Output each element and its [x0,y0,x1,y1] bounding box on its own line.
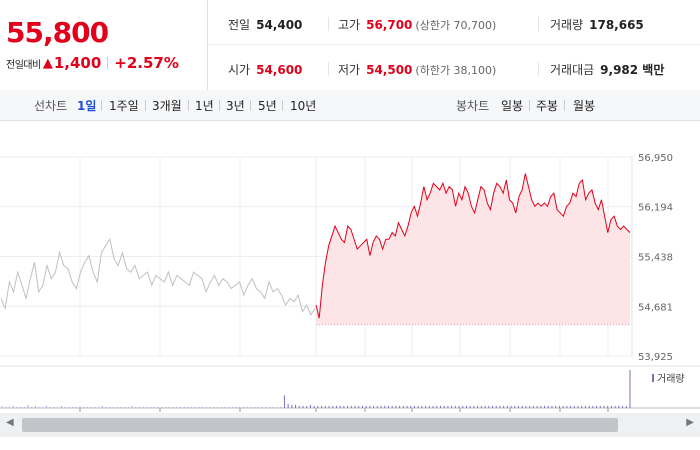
divider [328,62,329,76]
line-chart-label: 선차트 [34,99,68,113]
stat-volume: 거래량 178,665 [550,18,644,32]
scroll-left-icon[interactable]: ◀ [6,417,14,428]
y-tick-label: 55,438 [638,252,673,263]
divider [145,100,146,111]
divider [282,100,283,111]
y-tick-label: 54,681 [638,302,673,313]
scroll-right-icon[interactable]: ▶ [686,417,694,428]
stat-high: 고가 56,700 (상한가 70,700) [338,18,497,32]
divider [529,100,530,111]
tab-daily-candle[interactable]: 일봉 [501,99,524,113]
stat-prev-close: 전일 54,400 [228,18,303,32]
stat-open: 시가 54,600 [228,63,303,77]
tab-5y[interactable]: 5년 [258,99,277,113]
tab-3y[interactable]: 3년 [226,99,245,113]
tab-1y[interactable]: 1년 [195,99,214,113]
series-today-line [315,173,631,319]
divider [219,100,220,111]
divider [208,44,700,45]
volume-legend-label: 거래량 [657,373,685,385]
price-change: 전일대비 ▲ 1,400 +2.57% [6,54,179,72]
divider [250,100,251,111]
divider [107,57,109,69]
chart-tab-bar: 선차트 1일 1주일 3개월 1년 3년 5년 10년 봉차트 일봉 주봉 월봉 [0,90,700,121]
price-summary: 55,800 전일대비 ▲ 1,400 +2.57% [0,0,208,90]
y-tick-label: 53,925 [638,352,673,363]
tab-10y[interactable]: 10년 [290,99,317,113]
stat-trade-value: 거래대금 9,982 백만 [550,63,665,77]
divider [101,100,102,111]
tab-1w[interactable]: 1주일 [109,99,139,113]
tab-monthly-candle[interactable]: 월봉 [573,99,596,113]
divider [188,100,189,111]
divider [564,100,565,111]
tab-3m[interactable]: 3개월 [152,99,182,113]
tab-weekly-candle[interactable]: 주봉 [536,99,559,113]
divider [538,62,539,76]
candle-chart-label: 봉차트 [456,99,490,113]
change-percent: +2.57% [114,54,179,72]
divider [538,17,539,31]
quote-header: 55,800 전일대비 ▲ 1,400 +2.57% 전일 54,400 고가 56… [0,0,700,91]
up-triangle-icon: ▲ [42,55,53,71]
stat-low: 저가 54,500 (하한가 38,100) [338,63,497,77]
current-price: 55,800 [6,16,109,49]
y-tick-label: 56,194 [638,203,673,214]
volume-legend-swatch [652,374,654,382]
change-amount: 1,400 [53,54,102,72]
change-label: 전일대비 [6,59,41,71]
series-today-area [316,173,630,325]
divider [328,17,329,31]
scrollbar-thumb[interactable] [22,418,618,432]
series-prev-day-line [0,237,316,316]
y-tick-label: 56,950 [638,153,673,164]
chart-scrollbar[interactable]: ◀ ▶ [0,413,700,437]
tab-1d[interactable]: 1일 [77,99,97,113]
